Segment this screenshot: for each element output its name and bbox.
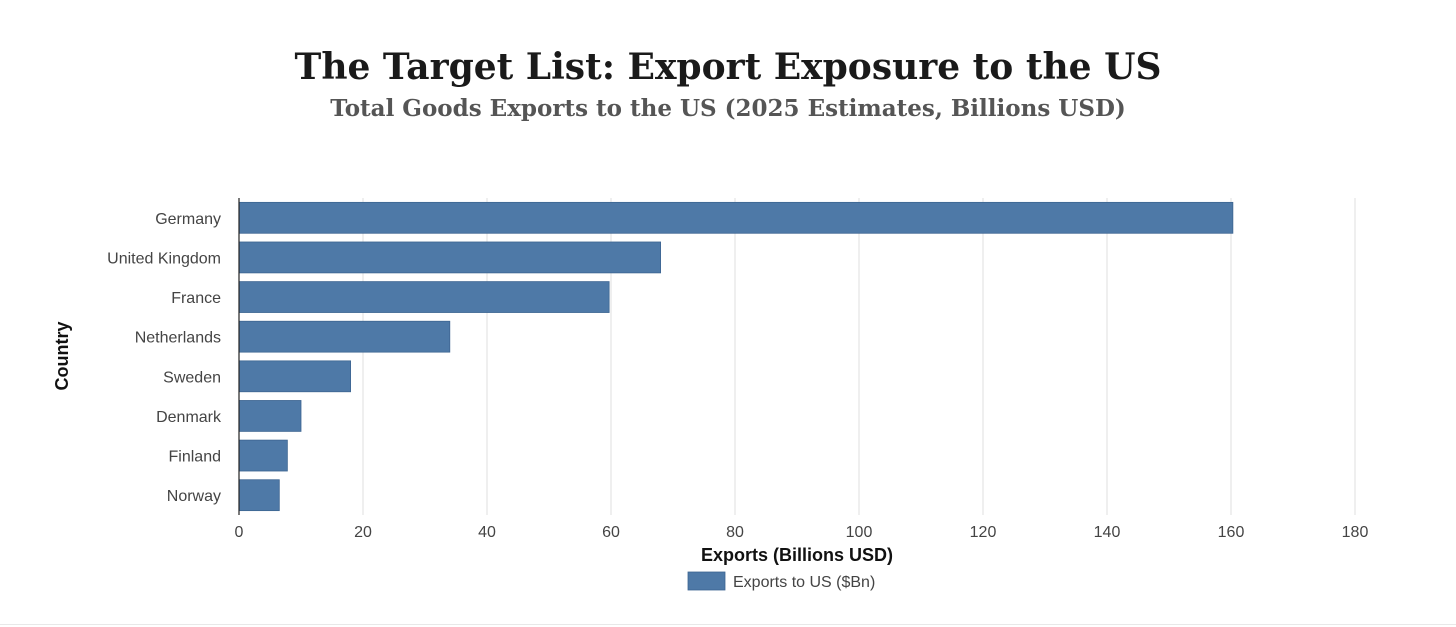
bar-norway [238, 479, 280, 512]
y-tick-label: Norway [167, 488, 221, 505]
y-tick-label: France [171, 290, 221, 307]
bar-sweden [238, 360, 351, 393]
chart-title: The Target List: Export Exposure to the … [294, 46, 1162, 88]
legend-swatch [687, 571, 726, 591]
legend: Exports to US ($Bn) [687, 571, 875, 591]
chart-subtitle: Total Goods Exports to the US (2025 Esti… [330, 95, 1126, 122]
bars [238, 201, 1234, 512]
bar-united-kingdom [238, 241, 662, 274]
x-tick-label: 160 [1218, 524, 1245, 541]
legend-label: Exports to US ($Bn) [733, 574, 875, 591]
y-tick-label: Denmark [156, 409, 222, 426]
bar-finland [238, 439, 288, 472]
x-tick-label: 0 [235, 524, 244, 541]
y-tick-label: Germany [155, 211, 221, 228]
y-tick-label: Finland [169, 449, 221, 466]
y-tick-label: United Kingdom [107, 250, 221, 267]
grid-lines [362, 198, 1356, 515]
x-tick-label: 100 [846, 524, 873, 541]
x-tick-label: 40 [478, 524, 496, 541]
y-axis-label: Country [52, 322, 72, 391]
x-axis-label: Exports (Billions USD) [701, 545, 893, 565]
x-tick-label: 140 [1094, 524, 1121, 541]
x-tick-label: 20 [354, 524, 372, 541]
x-tick-label: 60 [602, 524, 620, 541]
x-tick-labels: 0 20 40 60 80 100 120 140 160 180 [235, 524, 1369, 541]
bar-netherlands [238, 320, 451, 353]
y-tick-label: Sweden [163, 369, 221, 386]
x-tick-label: 180 [1342, 524, 1369, 541]
y-tick-labels: Germany United Kingdom France Netherlands Sw… [107, 211, 222, 505]
bar-germany [238, 201, 1234, 234]
bar-denmark [238, 400, 302, 432]
x-tick-label: 80 [726, 524, 744, 541]
bottom-divider [0, 624, 1456, 625]
bar-france [238, 281, 610, 313]
x-tick-label: 120 [970, 524, 997, 541]
y-tick-label: Netherlands [135, 330, 221, 347]
